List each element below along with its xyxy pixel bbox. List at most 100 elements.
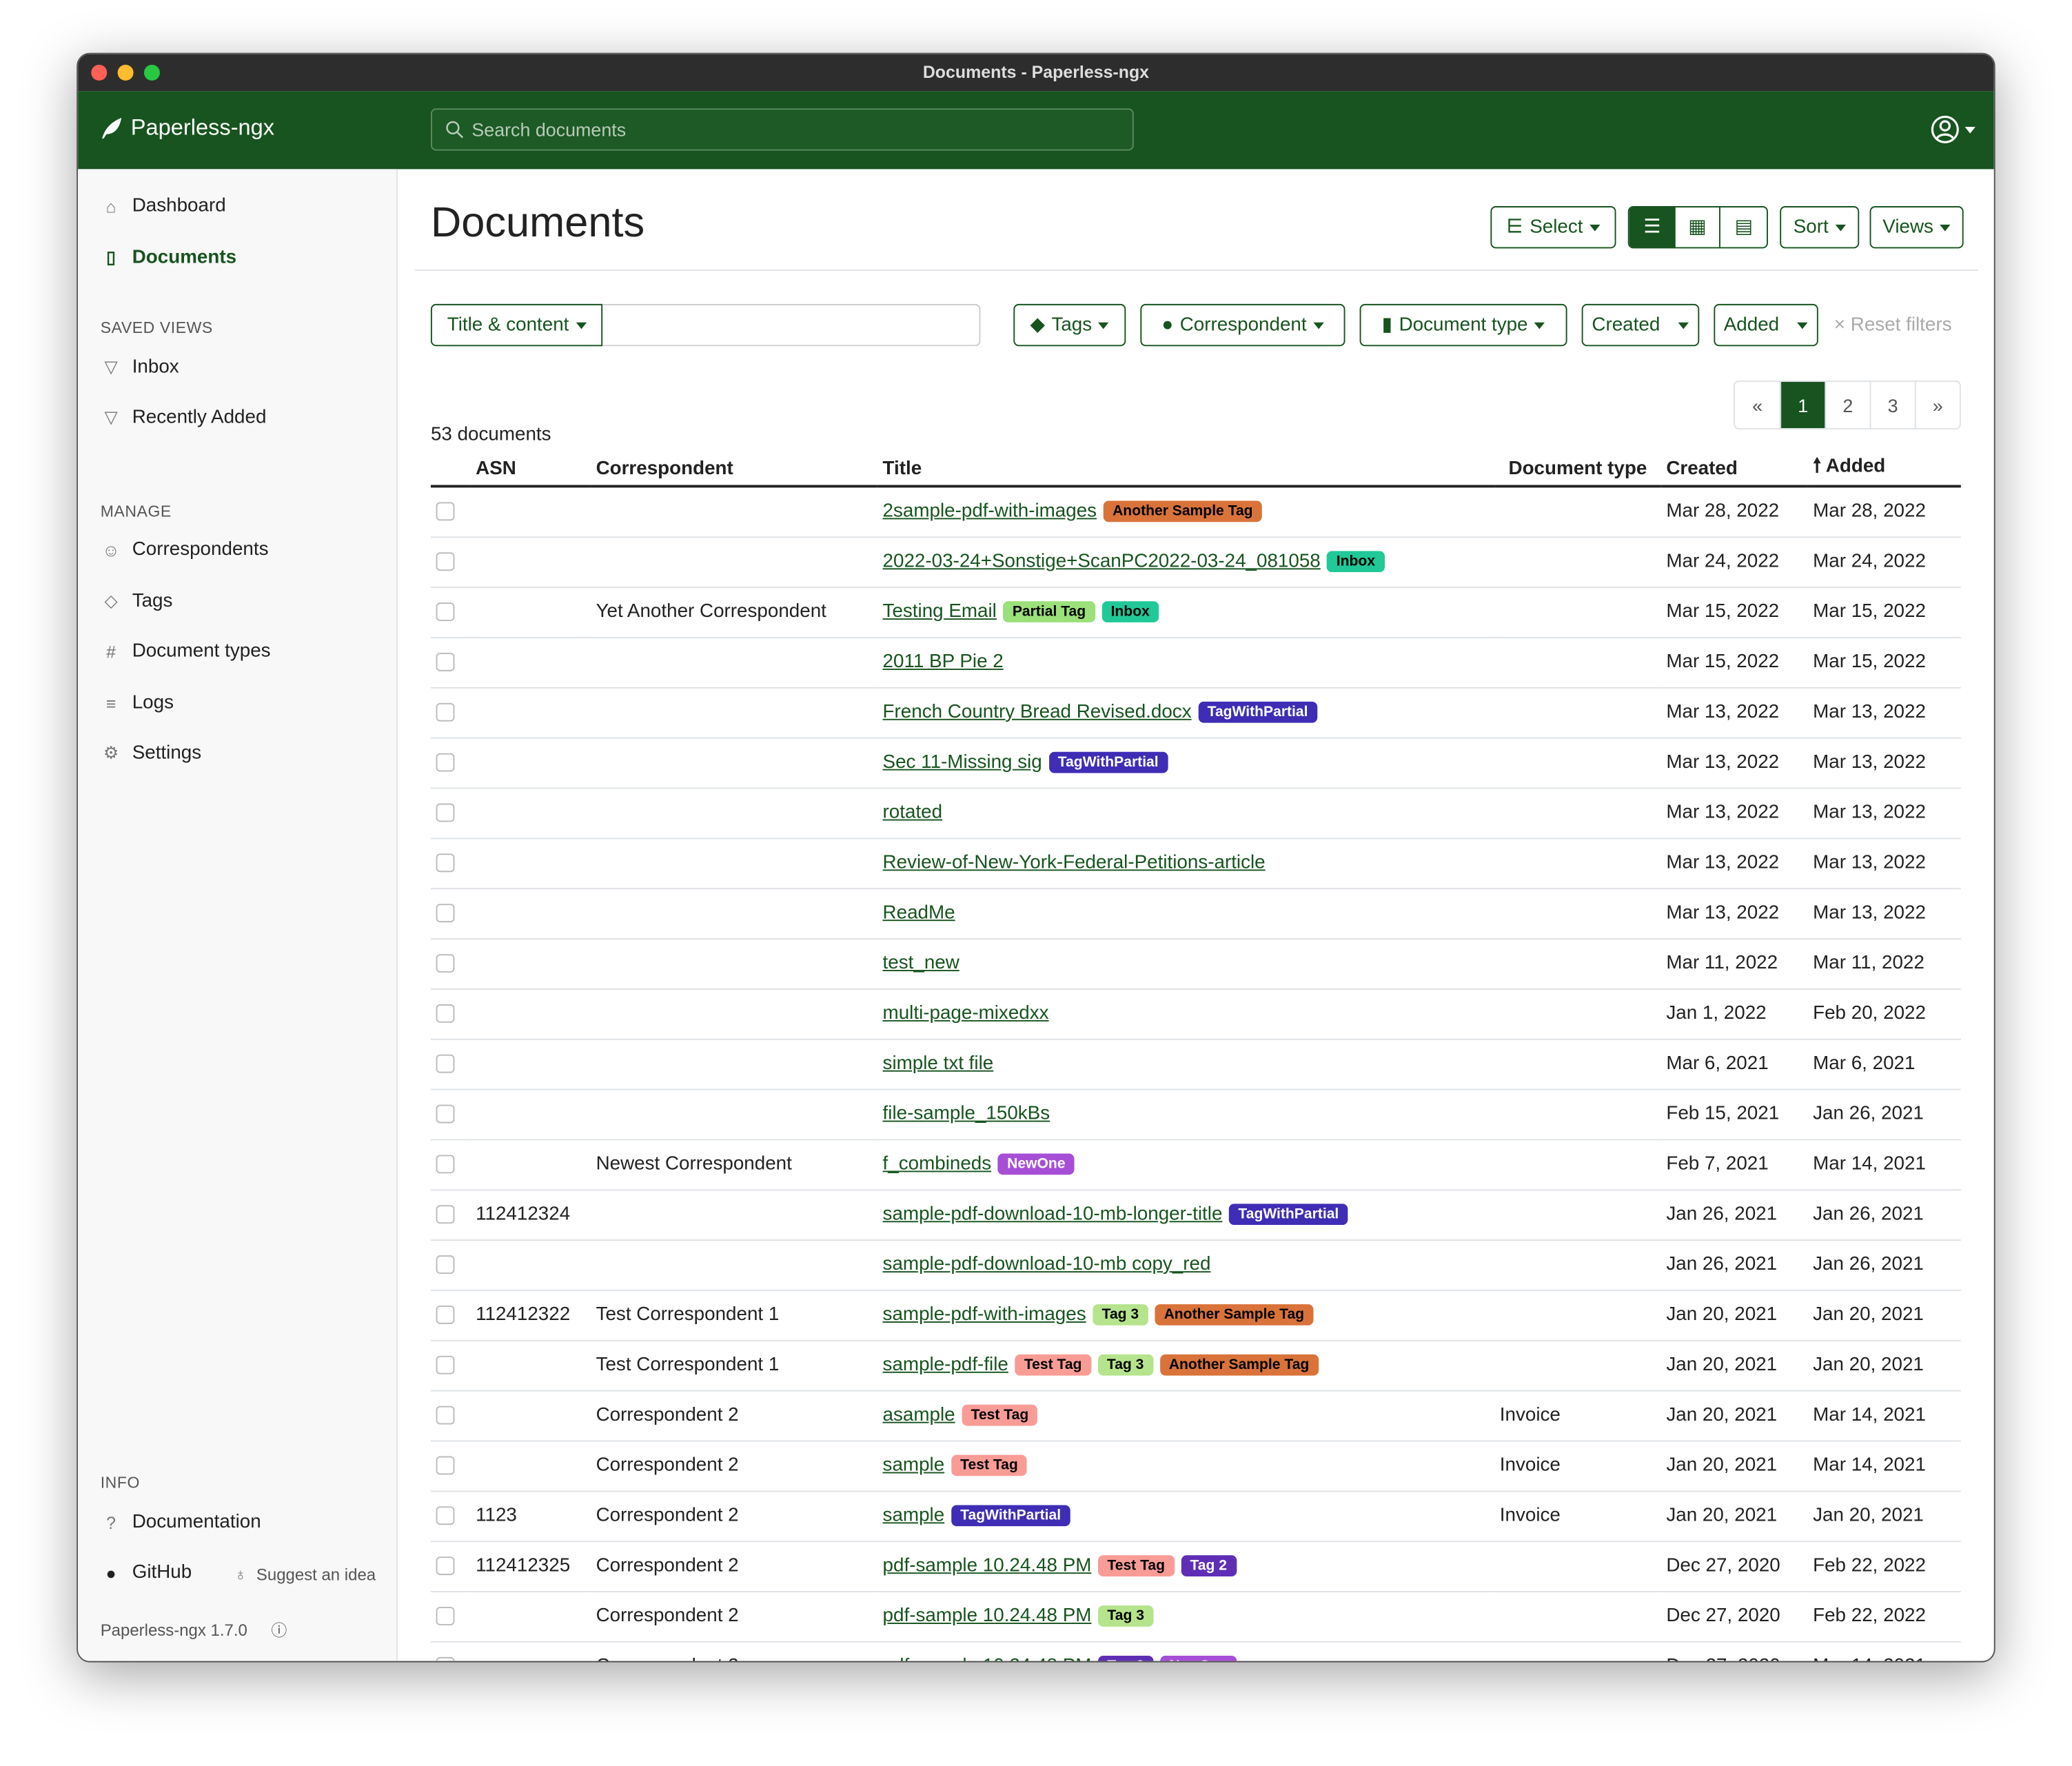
page-1-button[interactable]: 1 [1780, 382, 1825, 429]
correspondent-link[interactable]: Correspondent 2 [596, 1404, 739, 1426]
table-row[interactable]: French Country Bread Revised.docx TagWith… [430, 687, 1961, 738]
document-title-link[interactable]: sample-pdf-with-images [882, 1304, 1086, 1326]
tag-badge[interactable]: Another Sample Tag [1103, 501, 1263, 522]
table-row[interactable]: 2sample-pdf-with-images Another Sample Ta… [430, 486, 1961, 538]
tags-filter-dropdown[interactable]: ◆ Tags [1013, 303, 1126, 347]
table-row[interactable]: 2011 BP Pie 2 Mar 15, 2022 Mar 15, 2022 [430, 636, 1961, 688]
tag-badge[interactable]: TagWithPartial [1228, 1204, 1348, 1226]
row-checkbox[interactable] [436, 653, 455, 672]
tag-badge[interactable]: NewOne [997, 1153, 1075, 1175]
column-header-title[interactable]: Title [877, 451, 1495, 488]
row-checkbox[interactable] [436, 1155, 455, 1174]
column-header-correspondent[interactable]: Correspondent [590, 451, 877, 488]
table-row[interactable]: Sec 11-Missing sig TagWithPartial Mar 13,… [430, 737, 1961, 789]
row-checkbox[interactable] [436, 1356, 455, 1375]
row-checkbox[interactable] [436, 1306, 455, 1325]
table-row[interactable]: file-sample_150kBs Feb 15, 2021 Jan 26, … [430, 1088, 1961, 1140]
document-title-link[interactable]: pdf-sample 10.24.48 PM [883, 1656, 1092, 1661]
text-filter-input[interactable] [602, 303, 981, 347]
table-row[interactable]: Review-of-New-York-Federal-Petitions-art… [430, 838, 1961, 889]
row-checkbox[interactable] [436, 1556, 455, 1576]
correspondent-link[interactable]: Newest Correspondent [596, 1153, 792, 1175]
document-title-link[interactable]: sample-pdf-file [882, 1354, 1008, 1376]
row-checkbox[interactable] [436, 602, 455, 622]
column-header-asn[interactable]: ASN [470, 451, 591, 488]
table-row[interactable]: ReadMe Mar 13, 2022 Mar 13, 2022 [430, 888, 1961, 940]
document-title-link[interactable]: sample [882, 1505, 945, 1527]
sidebar-item-inbox[interactable]: ▽ Inbox [101, 357, 179, 378]
info-circle-icon[interactable]: ⓘ [271, 1621, 287, 1640]
sidebar-item-tags[interactable]: ◇ Tags [101, 591, 172, 612]
sidebar-item-documents[interactable]: ▯ Documents [101, 247, 236, 268]
table-row[interactable]: Correspondent 2 asample Test Tag Invoice … [430, 1390, 1961, 1441]
table-row[interactable]: 1123 Correspondent 2 sample TagWithPartia… [430, 1490, 1961, 1542]
correspondent-link[interactable]: Correspondent 2 [596, 1605, 739, 1627]
reset-filters-button[interactable]: × Reset filters [1834, 304, 1952, 346]
tag-badge[interactable]: Tag 3 [1093, 1304, 1148, 1326]
table-row[interactable]: 112412325 Correspondent 2 pdf-sample 10.… [430, 1541, 1961, 1592]
row-checkbox[interactable] [436, 1055, 455, 1073]
tag-badge[interactable]: Test Tag [951, 1454, 1028, 1476]
document-title-link[interactable]: 2sample-pdf-with-images [882, 501, 1097, 522]
tag-badge[interactable]: Another Sample Tag [1159, 1354, 1319, 1376]
row-checkbox[interactable] [436, 904, 455, 923]
tag-badge[interactable]: Inbox [1101, 601, 1159, 622]
document-type-filter-dropdown[interactable]: ▮ Document type [1359, 303, 1567, 347]
correspondent-link[interactable]: Yet Another Correspondent [596, 601, 826, 622]
page-next-button[interactable]: » [1914, 382, 1960, 429]
table-row[interactable]: Test Correspondent 1 sample-pdf-file Test… [430, 1339, 1961, 1391]
row-checkbox[interactable] [436, 1607, 455, 1626]
row-checkbox[interactable] [436, 1205, 455, 1224]
document-title-link[interactable]: simple txt file [882, 1053, 994, 1075]
table-row[interactable]: rotated Mar 13, 2022 Mar 13, 2022 [430, 787, 1961, 839]
sidebar-item-recently-added[interactable]: ▽ Recently Added [101, 407, 266, 428]
row-checkbox[interactable] [436, 503, 455, 522]
document-title-link[interactable]: Testing Email [882, 601, 997, 622]
sidebar-item-document-types[interactable]: # Document types [101, 641, 270, 662]
tag-badge[interactable]: Tag 3 [1097, 1605, 1154, 1627]
row-checkbox[interactable] [436, 1456, 455, 1475]
tag-badge[interactable]: TagWithPartial [1198, 701, 1317, 723]
row-checkbox[interactable] [436, 1657, 455, 1661]
correspondent-link[interactable]: Correspondent 2 [596, 1505, 739, 1527]
row-checkbox[interactable] [436, 1406, 455, 1425]
column-header-added[interactable]: 🠕 Added [1807, 451, 1961, 488]
page-prev-button[interactable]: « [1752, 394, 1763, 416]
page-2-button[interactable]: 2 [1825, 382, 1869, 429]
table-row[interactable]: 2022-03-24+Sonstige+ScanPC2022-03-24_081… [430, 536, 1961, 588]
column-header-created[interactable]: Created [1660, 451, 1808, 488]
row-checkbox[interactable] [436, 803, 455, 822]
tag-badge[interactable]: Inbox [1327, 551, 1385, 573]
text-filter-mode-dropdown[interactable]: Title & content [430, 303, 603, 347]
sidebar-item-documentation[interactable]: ? Documentation [101, 1512, 261, 1533]
document-title-link[interactable]: Sec 11-Missing sig [882, 751, 1042, 773]
correspondent-link[interactable]: Correspondent 2 [596, 1656, 739, 1661]
page-3-button[interactable]: 3 [1869, 382, 1915, 429]
document-title-link[interactable]: sample-pdf-download-10-mb-longer-title [882, 1204, 1223, 1226]
row-checkbox[interactable] [436, 954, 455, 973]
document-title-link[interactable]: pdf-sample 10.24.48 PM [882, 1605, 1092, 1627]
document-title-link[interactable]: rotated [882, 802, 943, 824]
document-title-link[interactable]: multi-page-mixedxx [882, 1003, 1049, 1024]
table-row[interactable]: multi-page-mixedxx Jan 1, 2022 Feb 20, 2… [430, 988, 1961, 1039]
tag-badge[interactable]: Tag 2 [1097, 1656, 1154, 1661]
table-row[interactable]: simple txt file Mar 6, 2021 Mar 6, 2021 [430, 1038, 1961, 1090]
correspondent-link[interactable]: Correspondent 2 [596, 1555, 739, 1576]
document-title-link[interactable]: sample [882, 1454, 945, 1476]
row-checkbox[interactable] [436, 1104, 455, 1124]
suggest-idea-link[interactable]: ♁ Suggest an idea [230, 1565, 376, 1585]
tag-badge[interactable]: Test Tag [962, 1404, 1038, 1426]
document-title-link[interactable]: file-sample_150kBs [882, 1103, 1050, 1125]
row-checkbox[interactable] [436, 1004, 455, 1024]
created-filter-dropdown[interactable]: Created [1581, 303, 1700, 347]
tag-badge[interactable]: Test Tag [1015, 1354, 1091, 1376]
document-title-link[interactable]: f_combineds [882, 1153, 992, 1175]
document-title-link[interactable]: pdf-sample 10.24.48 PM [882, 1555, 1092, 1576]
table-row[interactable]: Newest Correspondent f_combineds NewOne F… [430, 1139, 1961, 1190]
row-checkbox[interactable] [436, 703, 455, 722]
tag-badge[interactable]: Tag 3 [1097, 1354, 1153, 1376]
sidebar-item-logs[interactable]: ≡ Logs [101, 693, 174, 714]
views-button[interactable]: Views [1869, 206, 1964, 249]
row-checkbox[interactable] [436, 853, 455, 873]
